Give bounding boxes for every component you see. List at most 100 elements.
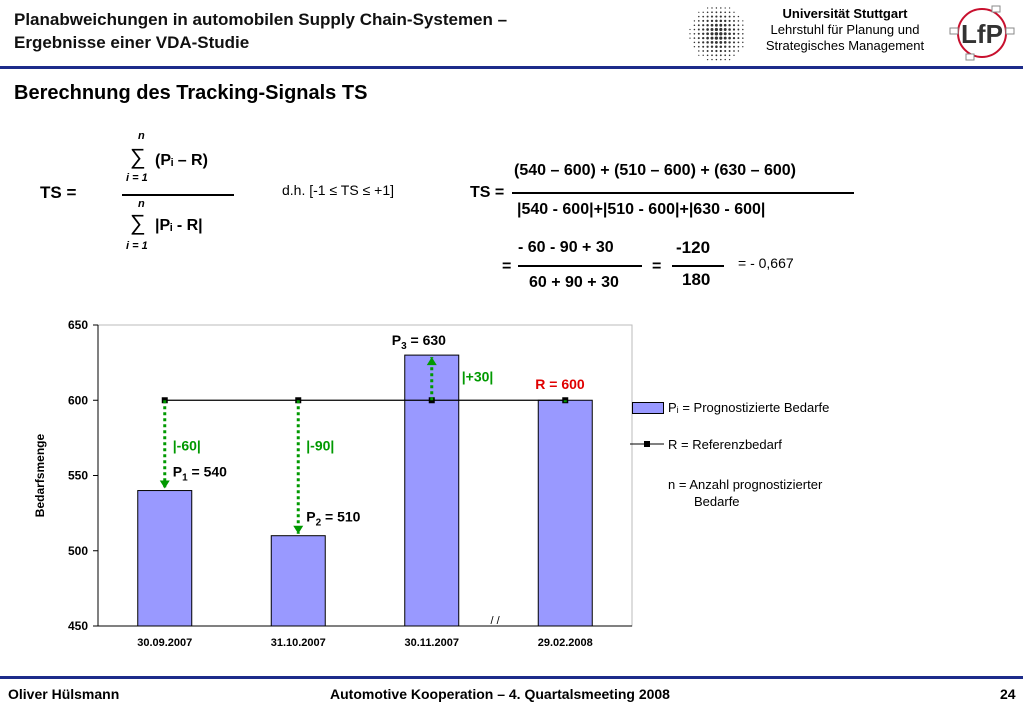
logo-dot [732, 28, 736, 31]
logo-dot [719, 36, 723, 40]
logo-dot [715, 49, 718, 53]
denominator-term: |Pᵢ - R| [155, 217, 203, 234]
logo-dot [728, 32, 731, 36]
logo-dot [724, 7, 726, 9]
logo-dot [737, 20, 740, 22]
logo-dot [742, 24, 744, 26]
legend-bar-swatch [632, 402, 664, 414]
logo-dot [702, 50, 705, 52]
y-tick-label: 600 [68, 393, 88, 407]
logo-dot [710, 15, 714, 18]
logo-dot [728, 58, 731, 61]
logo-dot [724, 15, 727, 18]
logo-dot [698, 50, 700, 52]
logo-dot [702, 45, 705, 48]
logo-dot [714, 23, 718, 27]
logo-dot [702, 54, 704, 57]
annotation-deviation-2: |-90| [306, 437, 334, 453]
logo-dot [710, 32, 714, 36]
annotation-p3: P3 = 630 [392, 332, 446, 352]
legend-n-line2: Bedarfe [694, 494, 740, 509]
calc-ts-label: TS = [470, 184, 505, 201]
logo-dot [728, 24, 731, 27]
y-axis-label: Bedarfsmenge [33, 434, 47, 518]
logo-dot [728, 11, 731, 14]
logo-dot [720, 7, 722, 9]
legend-bars-label: Pᵢ = Prognostizierte Bedarfe [668, 400, 830, 415]
logo-dot [689, 28, 691, 31]
bar [270, 535, 326, 627]
logo-dot [693, 28, 696, 31]
logo-dot [742, 37, 744, 39]
annotation-p2: P2 = 510 [306, 509, 360, 529]
logo-dot [706, 19, 709, 23]
logo-dot [719, 40, 723, 44]
logo-dot [702, 28, 705, 31]
logo-dot [714, 40, 718, 44]
logo-dot [711, 7, 713, 9]
logo-dot [710, 19, 714, 23]
logo-dot [728, 19, 731, 22]
logo-dot [706, 41, 709, 44]
numerator-upper-limit: n [138, 130, 145, 142]
logo-dot [714, 32, 719, 36]
logo-dot [724, 45, 727, 48]
logo-dot [702, 24, 705, 27]
y-tick-label: 650 [68, 318, 88, 332]
logo-dot [702, 32, 705, 35]
logo-dot [728, 15, 731, 18]
calc-denominator-3: 180 [682, 270, 711, 289]
calc-numerator-2: - 60 - 90 + 30 [518, 239, 614, 256]
deviation-arrowhead [426, 357, 437, 366]
legend-n-line1: n = Anzahl prognostizierter [668, 477, 823, 492]
calc-equals-1: = [502, 258, 512, 275]
logo-dot [728, 50, 731, 52]
bar [137, 490, 193, 627]
logo-dot [724, 19, 727, 23]
numerator-sum-icon: ∑ [130, 144, 146, 169]
logo-dot [711, 11, 713, 14]
logo-dot [733, 54, 735, 56]
logo-dot [742, 20, 744, 22]
logo-dot [723, 23, 727, 27]
logo-dot [710, 23, 714, 27]
logo-dot [719, 23, 723, 27]
logo-dot [715, 58, 718, 61]
logo-dot [724, 54, 727, 57]
tracking-signal-chart: 450 500 550 600 650 Bedarfsmenge 30.09.2007 31.… [33, 318, 633, 649]
logo-dot [706, 11, 709, 14]
bar [404, 354, 460, 627]
calc-denominator-2: 60 + 90 + 30 [529, 274, 619, 291]
logo-dot [719, 27, 723, 32]
logo-dot [723, 41, 727, 44]
logo-dot [733, 11, 735, 13]
logo-dot [711, 54, 713, 57]
logo-dot [689, 37, 691, 39]
logo-dot [697, 45, 700, 48]
calc-fraction-bar [512, 192, 854, 194]
logo-dot [697, 20, 700, 22]
logo-dot [720, 58, 722, 61]
annotation-reference-value: R = 600 [535, 376, 585, 392]
logo-dot [737, 24, 740, 27]
logo-dot [723, 28, 727, 31]
header-title: Planabweichungen in automobilen Supply C… [14, 8, 507, 54]
header-divider [0, 66, 1023, 69]
logo-dot [697, 37, 700, 40]
calc-numerator-3: -120 [676, 238, 711, 257]
logo-dot [710, 45, 714, 48]
logo-dot [706, 23, 709, 27]
logo-dot [693, 37, 696, 39]
logo-dot [719, 49, 722, 53]
header-title-line2: Ergebnisse einer VDA-Studie [14, 33, 250, 52]
annotation-deviation-1: |-60| [173, 437, 201, 453]
x-tick-label: 29.02.2008 [538, 637, 593, 649]
logo-dot [697, 24, 700, 27]
logo-dot [706, 50, 709, 52]
logo-dot [689, 33, 691, 35]
legend-line-swatch [630, 441, 664, 447]
logo-dot [737, 41, 740, 44]
logo-dot [732, 41, 736, 44]
logo-dot [719, 15, 722, 18]
axis-break-marker: / / [491, 615, 501, 627]
